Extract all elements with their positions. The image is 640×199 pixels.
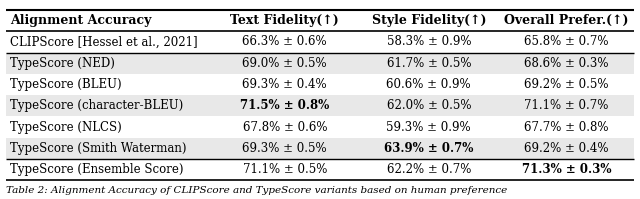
Text: 59.3% ± 0.9%: 59.3% ± 0.9% — [387, 121, 471, 134]
Text: 58.3% ± 0.9%: 58.3% ± 0.9% — [387, 35, 471, 48]
Text: Style Fidelity(↑): Style Fidelity(↑) — [372, 14, 486, 27]
Text: TypeScore (character-BLEU): TypeScore (character-BLEU) — [10, 99, 183, 112]
Text: 71.5% ± 0.8%: 71.5% ± 0.8% — [240, 99, 330, 112]
Text: 69.3% ± 0.5%: 69.3% ± 0.5% — [243, 142, 327, 155]
Text: TypeScore (NED): TypeScore (NED) — [10, 57, 115, 70]
Text: TypeScore (Ensemble Score): TypeScore (Ensemble Score) — [10, 163, 183, 176]
Text: 67.7% ± 0.8%: 67.7% ± 0.8% — [524, 121, 609, 134]
Text: 71.3% ± 0.3%: 71.3% ± 0.3% — [522, 163, 611, 176]
Text: Overall Prefer.(↑): Overall Prefer.(↑) — [504, 14, 628, 27]
Text: Text Fidelity(↑): Text Fidelity(↑) — [230, 14, 339, 27]
Text: 63.9% ± 0.7%: 63.9% ± 0.7% — [384, 142, 474, 155]
Text: 61.7% ± 0.5%: 61.7% ± 0.5% — [387, 57, 471, 70]
Text: 62.0% ± 0.5%: 62.0% ± 0.5% — [387, 99, 471, 112]
Text: TypeScore (BLEU): TypeScore (BLEU) — [10, 78, 121, 91]
Text: 67.8% ± 0.6%: 67.8% ± 0.6% — [243, 121, 327, 134]
Text: Alignment Accuracy: Alignment Accuracy — [10, 14, 151, 27]
Text: TypeScore (NLCS): TypeScore (NLCS) — [10, 121, 122, 134]
Text: Table 2: Alignment Accuracy of CLIPScore and TypeScore variants based on human p: Table 2: Alignment Accuracy of CLIPScore… — [6, 186, 508, 195]
Text: 62.2% ± 0.7%: 62.2% ± 0.7% — [387, 163, 471, 176]
Text: 60.6% ± 0.9%: 60.6% ± 0.9% — [387, 78, 471, 91]
Text: 71.1% ± 0.5%: 71.1% ± 0.5% — [243, 163, 327, 176]
Text: 69.0% ± 0.5%: 69.0% ± 0.5% — [243, 57, 327, 70]
Text: 66.3% ± 0.6%: 66.3% ± 0.6% — [243, 35, 327, 48]
Text: 69.3% ± 0.4%: 69.3% ± 0.4% — [243, 78, 327, 91]
Text: 68.6% ± 0.3%: 68.6% ± 0.3% — [524, 57, 609, 70]
Text: 65.8% ± 0.7%: 65.8% ± 0.7% — [524, 35, 609, 48]
Text: 69.2% ± 0.4%: 69.2% ± 0.4% — [524, 142, 609, 155]
Text: TypeScore (Smith Waterman): TypeScore (Smith Waterman) — [10, 142, 186, 155]
Text: CLIPScore [Hessel et al., 2021]: CLIPScore [Hessel et al., 2021] — [10, 35, 197, 48]
Text: 69.2% ± 0.5%: 69.2% ± 0.5% — [524, 78, 609, 91]
Text: 71.1% ± 0.7%: 71.1% ± 0.7% — [524, 99, 609, 112]
